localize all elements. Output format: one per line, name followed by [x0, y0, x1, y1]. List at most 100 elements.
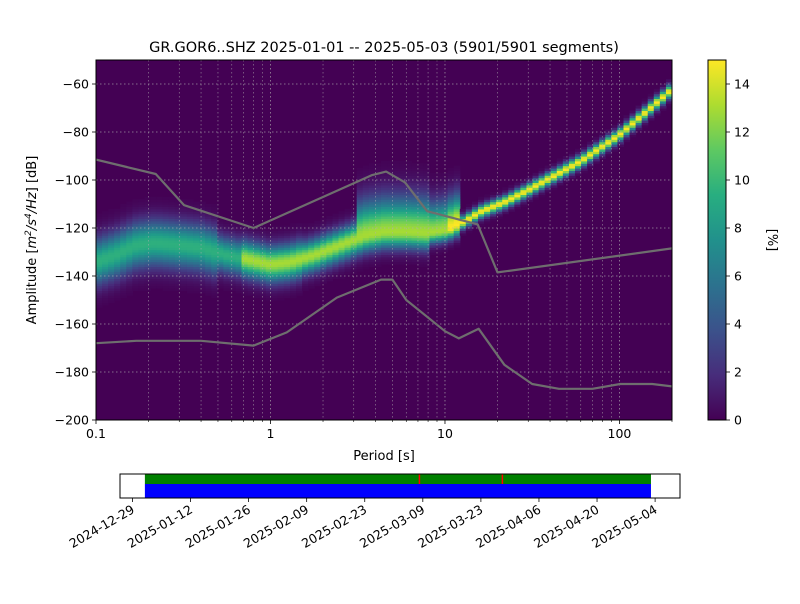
heatmap-cell	[96, 264, 103, 267]
heatmap-cell	[229, 232, 237, 236]
heatmap-cell	[271, 292, 279, 296]
heatmap-cell	[544, 184, 552, 188]
heatmap-cell	[374, 259, 382, 263]
heatmap-cell	[623, 132, 631, 135]
heatmap-cell	[453, 182, 461, 186]
heatmap-cell	[102, 256, 109, 260]
heatmap-cell	[96, 256, 103, 260]
heatmap-cell	[120, 220, 127, 224]
heatmap-cell	[338, 216, 346, 219]
heatmap-cell	[532, 196, 540, 200]
heatmap-cell	[144, 237, 152, 241]
heatmap-cell	[326, 264, 334, 267]
heatmap-cell	[338, 268, 346, 272]
heatmap-cell	[156, 242, 164, 246]
heatmap-cell	[108, 225, 115, 229]
heatmap-cell	[477, 199, 485, 203]
heatmap-cell	[629, 120, 637, 123]
heatmap-cell	[399, 225, 406, 229]
heatmap-cell	[241, 252, 249, 255]
heatmap-cell	[562, 163, 570, 167]
heatmap-cell	[417, 252, 425, 255]
heatmap-cell	[368, 165, 376, 169]
heatmap-cell	[296, 256, 303, 260]
heatmap-cell	[550, 163, 558, 167]
heatmap-cell	[296, 249, 303, 253]
heatmap-cell	[162, 240, 170, 243]
heatmap-cell	[277, 247, 285, 251]
heatmap-cell	[380, 189, 388, 193]
heatmap-cell	[441, 218, 449, 222]
heatmap-cell	[277, 288, 285, 291]
heatmap-cell	[102, 244, 109, 248]
heatmap-cell	[477, 208, 485, 212]
heatmap-cell	[368, 235, 376, 239]
heatmap-cell	[368, 220, 376, 224]
heatmap-cell	[247, 228, 255, 231]
heatmap-cell	[302, 223, 309, 227]
heatmap-cell	[362, 189, 370, 193]
heatmap-cell	[205, 216, 212, 219]
heatmap-cell	[423, 228, 431, 231]
heatmap-cell	[411, 225, 418, 229]
heatmap-cell	[423, 220, 431, 224]
heatmap-cell	[302, 273, 309, 277]
heatmap-cell	[102, 300, 109, 303]
heatmap-cell	[441, 196, 449, 200]
heatmap-cell	[459, 213, 467, 217]
heatmap-cell	[205, 204, 212, 207]
heatmap-cell	[290, 230, 297, 234]
heatmap-cell	[538, 184, 546, 188]
heatmap-cell	[144, 232, 152, 236]
heatmap-cell	[605, 132, 612, 135]
heatmap-cell	[126, 208, 133, 212]
heatmap-cell	[168, 244, 176, 248]
heatmap-cell	[326, 216, 334, 219]
heatmap-cell	[538, 194, 546, 198]
heatmap-cell	[411, 184, 418, 188]
heatmap-cell	[108, 230, 115, 234]
heatmap-cell	[120, 230, 127, 234]
heatmap-cell	[581, 163, 588, 167]
heatmap-cell	[496, 196, 503, 200]
heatmap-cell	[399, 194, 406, 198]
heatmap-cell	[302, 242, 309, 246]
heatmap-cell	[399, 187, 406, 191]
heatmap-cell	[411, 177, 418, 181]
heatmap-cell	[393, 230, 400, 234]
heatmap-cell	[290, 235, 297, 239]
heatmap-cell	[338, 252, 346, 255]
heatmap-cell	[380, 235, 388, 239]
heatmap-cell	[150, 216, 158, 219]
heatmap-cell	[277, 244, 285, 248]
heatmap-cell	[405, 192, 412, 195]
heatmap-cell	[587, 148, 594, 152]
heatmap-cell	[399, 223, 406, 227]
heatmap-cell	[241, 240, 249, 243]
heatmap-cell	[362, 194, 370, 198]
heatmap-cell	[490, 211, 497, 215]
heatmap-cell	[162, 216, 170, 219]
heatmap-cell	[581, 165, 588, 169]
heatmap-cell	[290, 261, 297, 265]
heatmap-cell	[102, 292, 109, 296]
heatmap-cell	[120, 223, 127, 227]
heatmap-cell	[102, 288, 109, 291]
heatmap-cell	[453, 170, 461, 174]
heatmap-cell	[344, 225, 352, 229]
heatmap-cell	[308, 283, 315, 287]
heatmap-cell	[193, 232, 200, 236]
heatmap-cell	[174, 264, 182, 267]
heatmap-cell	[247, 280, 255, 284]
heatmap-cell	[150, 232, 158, 236]
heatmap-cell	[308, 268, 315, 272]
heatmap-cell	[380, 256, 388, 260]
heatmap-cell	[362, 237, 370, 241]
heatmap-cell	[108, 256, 115, 260]
heatmap-cell	[435, 194, 443, 198]
heatmap-cell	[447, 199, 455, 203]
heatmap-cell	[168, 199, 176, 203]
heatmap-cell	[211, 232, 218, 236]
heatmap-cell	[544, 172, 552, 176]
